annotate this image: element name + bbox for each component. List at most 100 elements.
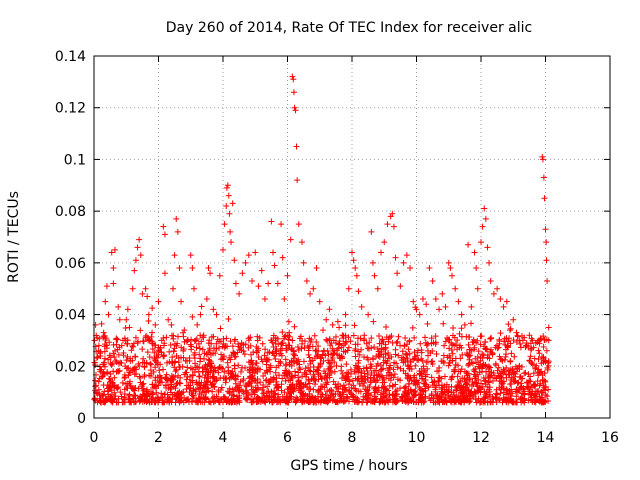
data-points: [92, 73, 552, 359]
cloud-point: [501, 335, 508, 342]
data-point: [478, 239, 484, 246]
cloud-point: [236, 346, 243, 353]
cloud-point: [397, 385, 404, 392]
cloud-point: [124, 353, 131, 360]
cloud-point: [229, 391, 236, 398]
cloud-point: [313, 353, 320, 360]
cloud-point: [449, 350, 456, 357]
cloud-point: [441, 391, 448, 398]
cloud-point: [274, 396, 281, 403]
cloud-point: [112, 393, 119, 400]
cloud-point: [392, 351, 399, 358]
cloud-point: [314, 367, 321, 374]
cloud-point: [501, 356, 508, 363]
cloud-point: [286, 369, 293, 376]
data-point: [216, 272, 223, 279]
cloud-point: [336, 338, 343, 345]
cloud-point: [369, 355, 376, 362]
cloud-point: [115, 360, 122, 367]
cloud-point: [201, 350, 208, 357]
cloud-point: [114, 336, 121, 343]
data-point: [205, 265, 212, 272]
cloud-point: [235, 340, 242, 347]
cloud-point: [332, 399, 339, 406]
cloud-point: [219, 355, 226, 362]
cloud-point: [394, 387, 401, 394]
cloud-point: [463, 349, 470, 356]
y-tick-label: 0.1: [64, 152, 86, 168]
cloud-point: [540, 343, 547, 350]
cloud-point: [117, 389, 124, 396]
cloud-point: [363, 365, 370, 372]
dense-data-cloud: [91, 303, 552, 406]
cloud-point: [494, 391, 501, 398]
cloud-point: [247, 342, 254, 349]
cloud-point: [527, 391, 534, 398]
data-point: [500, 303, 507, 310]
cloud-point: [135, 385, 142, 392]
data-point: [97, 352, 104, 359]
data-point: [103, 283, 110, 290]
cloud-point: [397, 365, 404, 372]
cloud-point: [279, 375, 286, 382]
cloud-point: [545, 397, 552, 404]
data-point: [490, 290, 497, 297]
cloud-point: [208, 340, 215, 347]
cloud-point: [486, 373, 493, 380]
cloud-point: [206, 337, 213, 344]
cloud-point: [240, 377, 247, 384]
cloud-point: [241, 351, 248, 358]
x-tick-label: 0: [90, 430, 99, 446]
cloud-point: [122, 363, 129, 370]
cloud-point: [420, 380, 427, 387]
cloud-point: [202, 372, 209, 379]
cloud-point: [98, 320, 105, 327]
cloud-point: [252, 384, 259, 391]
cloud-point: [489, 349, 496, 356]
cloud-point: [163, 384, 170, 391]
cloud-point: [490, 370, 497, 377]
cloud-point: [226, 385, 233, 392]
cloud-point: [191, 355, 198, 362]
data-point: [245, 252, 252, 259]
cloud-point: [156, 367, 163, 374]
cloud-point: [542, 357, 549, 364]
cloud-point: [96, 375, 103, 382]
cloud-point: [232, 385, 239, 392]
cloud-point: [244, 389, 251, 396]
data-point: [220, 246, 226, 253]
cloud-point: [324, 398, 331, 405]
cloud-point: [464, 352, 471, 359]
data-point: [223, 202, 230, 209]
cloud-point: [194, 398, 201, 405]
cloud-point: [384, 397, 391, 404]
cloud-point: [131, 371, 138, 378]
cloud-point: [212, 397, 219, 404]
cloud-point: [507, 325, 514, 332]
cloud-point: [325, 351, 332, 358]
cloud-point: [441, 373, 448, 380]
cloud-point: [181, 338, 188, 345]
cloud-point: [104, 388, 111, 395]
cloud-point: [482, 374, 489, 381]
data-point: [536, 337, 543, 344]
cloud-point: [187, 379, 194, 386]
cloud-point: [412, 353, 419, 360]
cloud-point: [348, 391, 355, 398]
data-point: [381, 239, 388, 246]
cloud-point: [507, 367, 514, 374]
cloud-point: [360, 382, 367, 389]
cloud-point: [373, 377, 380, 384]
cloud-point: [207, 369, 214, 376]
cloud-point: [510, 376, 517, 383]
cloud-point: [92, 383, 99, 390]
cloud-point: [407, 358, 414, 365]
cloud-point: [370, 318, 377, 325]
cloud-point: [96, 366, 103, 373]
cloud-point: [390, 366, 397, 373]
cloud-point: [117, 359, 124, 366]
cloud-point: [452, 341, 459, 348]
cloud-point: [273, 375, 280, 382]
cloud-point: [130, 387, 137, 394]
cloud-point: [315, 376, 322, 383]
